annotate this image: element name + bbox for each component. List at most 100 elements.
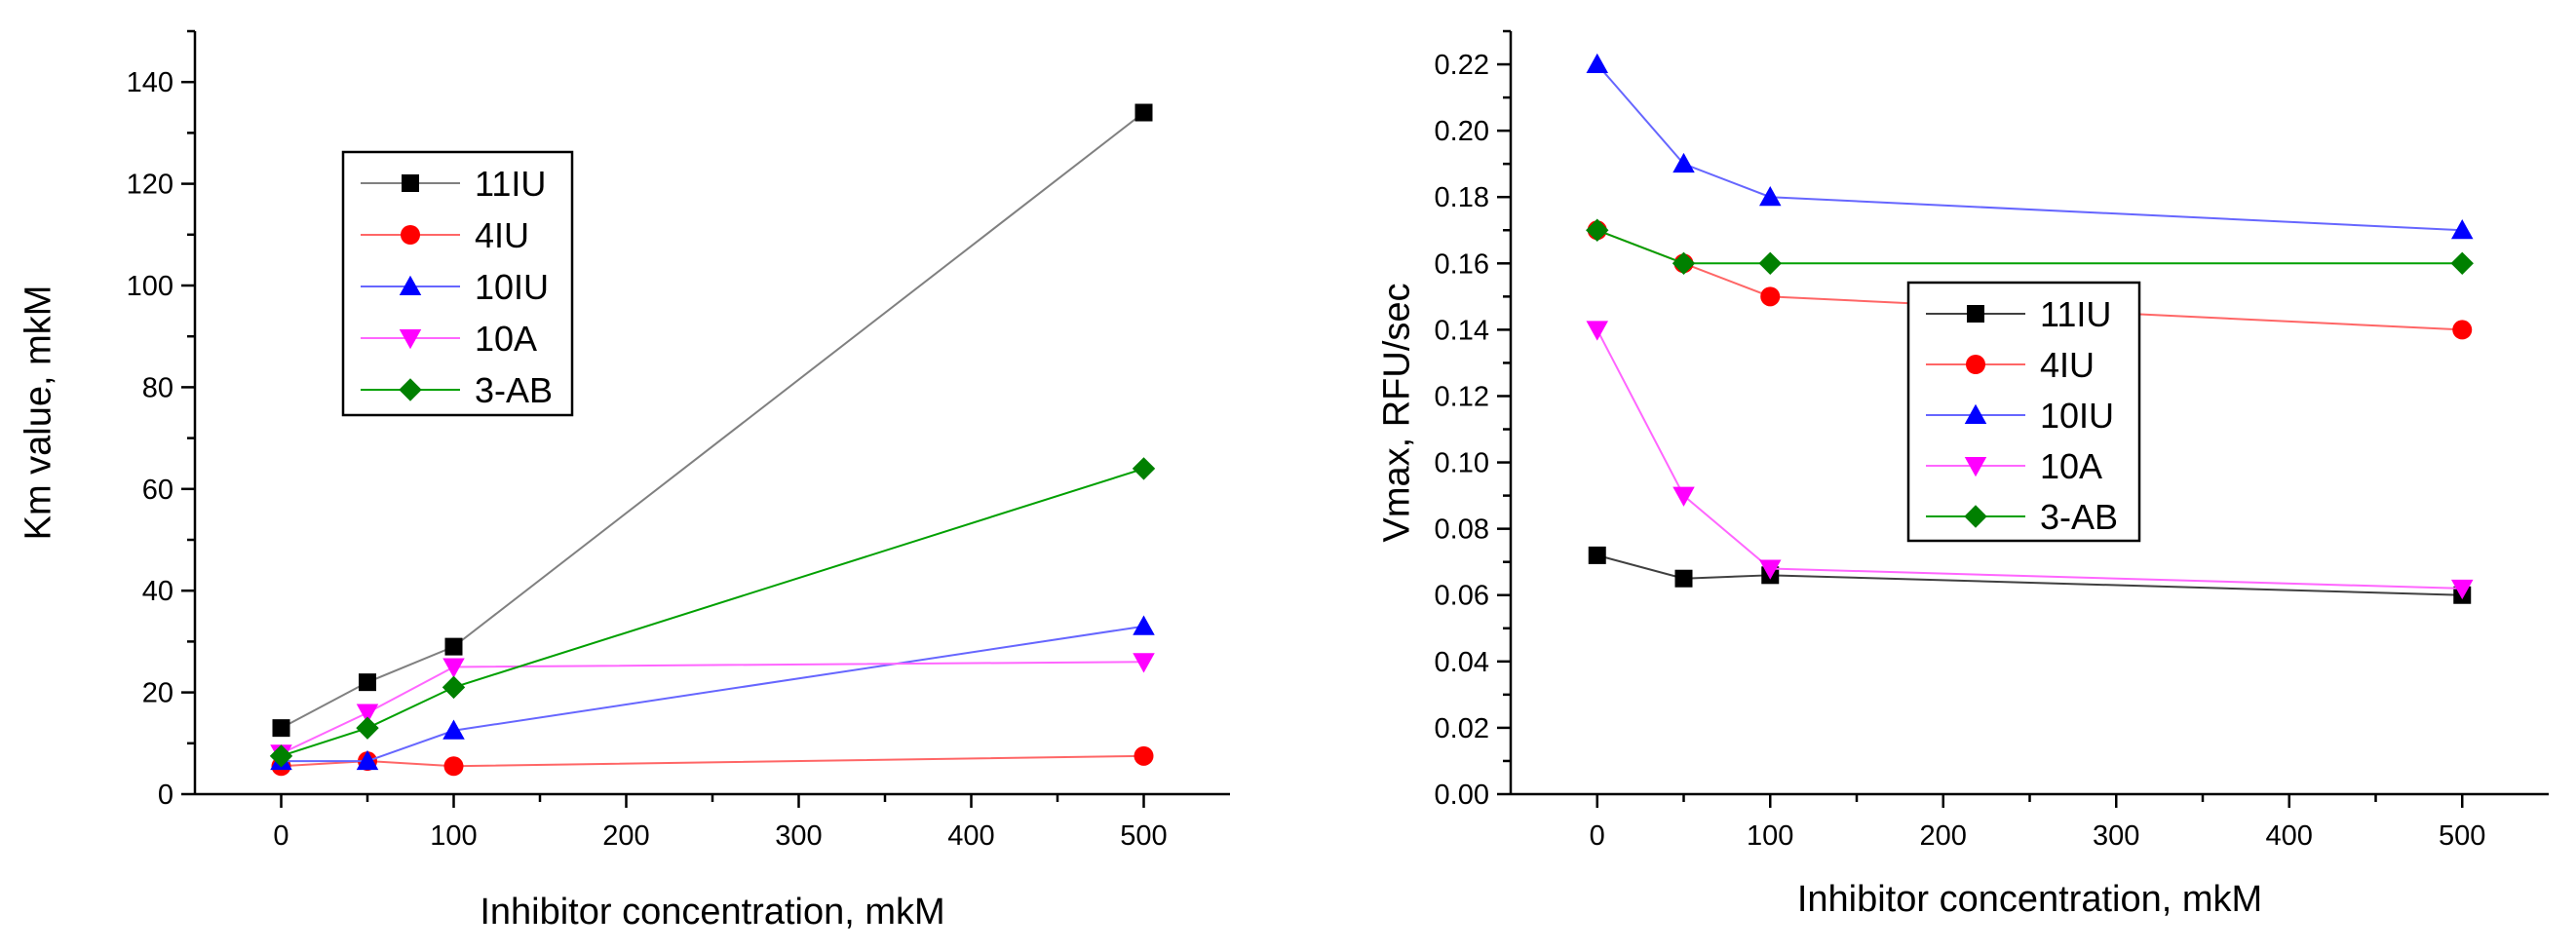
legend-marker [401, 225, 420, 245]
y-axis-title: Vmax, RFU/sec [1376, 283, 1417, 542]
data-point [442, 719, 465, 740]
data-point [356, 749, 379, 771]
legend-label: 10IU [475, 267, 549, 307]
legend-item: 10A [361, 319, 537, 359]
legend-marker [399, 378, 422, 401]
data-point [1759, 185, 1782, 207]
y-tick-label: 140 [127, 67, 173, 98]
data-point [1586, 321, 1608, 341]
legend-item: 10A [1926, 446, 2102, 486]
data-point [1672, 251, 1696, 276]
legend: 11IU 4IU 10IU 10A 3-AB [1906, 281, 2141, 543]
data-point [1759, 559, 1782, 580]
y-tick-label: 0 [158, 780, 173, 811]
y-tick-label: 20 [142, 678, 173, 709]
y-tick-label: 0.14 [1435, 315, 1489, 346]
legend-item: 4IU [1926, 345, 2095, 385]
legend-label: 3-AB [2040, 497, 2118, 537]
legend-marker [399, 329, 422, 350]
data-point [1588, 546, 1606, 564]
data-point [442, 675, 466, 700]
series-10iu [1586, 53, 2474, 240]
data-point [1760, 286, 1781, 307]
x-tick-label: 500 [2439, 820, 2485, 852]
legend-label: 10IU [2040, 396, 2114, 436]
series-line [281, 467, 1144, 757]
x-axis-title: Inhibitor concentration, mkM [1797, 879, 2262, 920]
data-point [2451, 579, 2474, 600]
data-point [442, 658, 465, 678]
y-tick-label: 0.08 [1435, 514, 1489, 546]
y-tick-label: 0.18 [1435, 182, 1489, 213]
legend-label: 4IU [2040, 345, 2095, 385]
y-tick-label: 120 [127, 170, 173, 201]
x-tick-label: 0 [273, 820, 288, 852]
legend-marker [1964, 505, 1987, 528]
data-point [1133, 653, 1155, 673]
series-3-ab [269, 457, 1156, 768]
y-tick-label: 0.06 [1435, 581, 1489, 612]
series-line [281, 754, 1144, 768]
data-point [2450, 251, 2474, 276]
data-point [2451, 219, 2474, 240]
series-4iu [271, 745, 1154, 777]
y-tick-label: 0.02 [1435, 713, 1489, 744]
data-point [1672, 152, 1695, 173]
legend-box [1906, 281, 2141, 543]
legend-label: 10A [2040, 446, 2102, 486]
legend-marker [1964, 403, 1987, 424]
series-11iu [272, 103, 1153, 738]
legend-item: 4IU [361, 215, 529, 255]
series-line [281, 625, 1144, 763]
legend-marker [1964, 457, 1987, 477]
data-point [1133, 615, 1155, 635]
legend-marker [1966, 355, 1985, 374]
x-tick-label: 100 [1747, 820, 1793, 852]
x-tick-label: 100 [430, 820, 477, 852]
y-tick-label: 100 [127, 271, 173, 302]
legend-marker [402, 174, 419, 192]
data-point [443, 756, 464, 777]
legend-item: 10IU [361, 267, 549, 307]
data-point [1586, 218, 1609, 242]
data-point [359, 673, 376, 692]
series-10iu [270, 615, 1155, 771]
y-tick-label: 0.12 [1435, 381, 1489, 412]
series-line [281, 111, 1145, 730]
x-axis-title: Inhibitor concentration, mkM [480, 892, 944, 933]
data-point [269, 744, 293, 768]
y-tick-label: 0.22 [1435, 50, 1489, 81]
legend-label: 3-AB [475, 370, 553, 410]
km-chart: 0 100 200 300 400 500 0 20 40 60 80 100 120 140 Inhibi… [18, 29, 1230, 933]
x-tick-label: 300 [2093, 820, 2139, 852]
legend-item: 3-AB [1926, 497, 2118, 537]
data-point [2452, 320, 2473, 340]
y-tick-label: 0.00 [1435, 780, 1489, 811]
series-10a [1586, 321, 2474, 600]
y-tick-label: 0.04 [1435, 647, 1489, 678]
y-tick-label: 0.10 [1435, 448, 1489, 479]
data-point [356, 716, 379, 740]
data-point [356, 704, 379, 724]
x-tick-label: 0 [1590, 820, 1605, 852]
legend-marker [1967, 305, 1984, 323]
data-point [1134, 103, 1153, 122]
data-point [1758, 251, 1782, 276]
legend-item: 3-AB [361, 370, 553, 410]
x-tick-label: 200 [602, 820, 649, 852]
series-10a [270, 653, 1155, 765]
data-point [444, 637, 463, 656]
legend-item: 11IU [1926, 294, 2111, 334]
y-tick-label: 0.16 [1435, 248, 1489, 280]
series-3-ab [1586, 218, 2474, 276]
legend-label: 11IU [2040, 294, 2111, 334]
data-point [1134, 745, 1154, 766]
legend-item: 11IU [361, 164, 546, 204]
data-point [272, 719, 290, 738]
y-tick-label: 60 [142, 475, 173, 506]
data-point [1674, 569, 1693, 588]
x-tick-label: 400 [2266, 820, 2313, 852]
y-tick-label: 40 [142, 576, 173, 607]
